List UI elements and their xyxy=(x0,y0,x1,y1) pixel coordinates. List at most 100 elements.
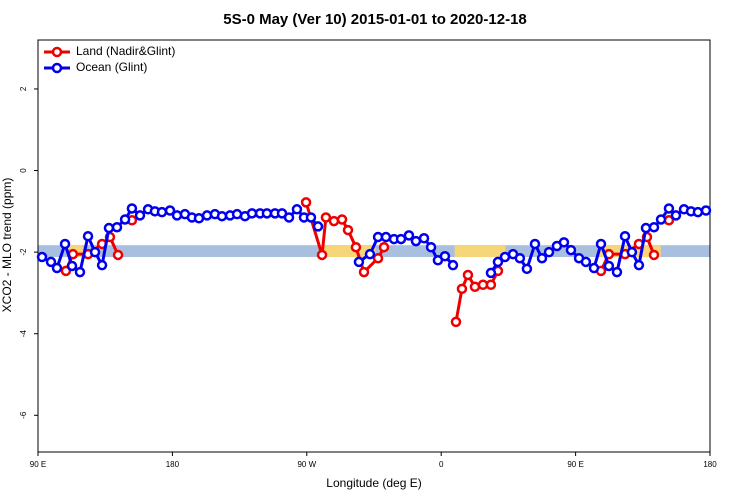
data-point xyxy=(89,246,101,258)
data-point xyxy=(336,214,348,225)
data-point xyxy=(439,250,451,262)
data-point xyxy=(246,208,258,219)
band-segment xyxy=(320,245,376,258)
y-tick-label: -6 xyxy=(19,411,28,419)
x-tick-label: 180 xyxy=(166,460,180,469)
data-point xyxy=(558,237,570,248)
y-tick-label: 2 xyxy=(19,86,28,91)
data-point xyxy=(112,249,124,261)
data-point xyxy=(395,233,407,245)
data-point xyxy=(66,260,78,272)
data-point xyxy=(595,238,607,250)
data-point xyxy=(492,256,504,268)
data-point xyxy=(456,283,468,295)
x-tick-label: 90 E xyxy=(30,460,46,469)
x-tick-label: 180 xyxy=(703,460,717,469)
data-point xyxy=(216,210,228,222)
data-point xyxy=(529,238,541,250)
data-point xyxy=(164,205,176,216)
data-point xyxy=(640,222,652,234)
data-point xyxy=(380,231,392,243)
y-tick-label: 0 xyxy=(19,168,28,173)
data-point xyxy=(171,210,183,221)
data-point xyxy=(655,214,667,225)
data-point xyxy=(648,221,660,233)
data-point xyxy=(403,230,415,241)
data-point xyxy=(514,252,526,264)
y-tick-label: -2 xyxy=(19,248,28,256)
data-point xyxy=(353,256,365,268)
data-point xyxy=(51,262,63,274)
data-point xyxy=(201,210,213,221)
data-point xyxy=(485,267,497,279)
data-point xyxy=(633,259,645,271)
data-point xyxy=(692,206,704,218)
data-point xyxy=(485,279,497,291)
y-tick-label: -4 xyxy=(19,330,28,338)
data-point xyxy=(521,263,533,275)
data-point xyxy=(543,246,555,258)
legend-label: Land (Nadir&Glint) xyxy=(76,44,175,58)
data-point xyxy=(364,248,376,260)
data-point xyxy=(358,266,370,278)
legend-label: Ocean (Glint) xyxy=(76,60,147,74)
data-point xyxy=(320,212,332,223)
data-point xyxy=(536,252,548,264)
data-point xyxy=(648,249,660,261)
data-point xyxy=(670,210,682,221)
data-point xyxy=(342,224,354,236)
data-point xyxy=(193,213,205,224)
data-point xyxy=(126,203,138,214)
data-point xyxy=(372,252,384,264)
data-point xyxy=(410,235,422,247)
plot-frame xyxy=(37,39,711,453)
data-point xyxy=(328,215,340,227)
data-point xyxy=(74,266,86,278)
data-point xyxy=(603,260,615,272)
data-point xyxy=(626,246,638,258)
data-point xyxy=(611,266,623,278)
data-point xyxy=(425,241,437,253)
data-point xyxy=(418,232,430,244)
data-point xyxy=(588,262,600,274)
x-tick-label: 0 xyxy=(439,460,444,469)
data-point xyxy=(103,222,115,234)
data-point xyxy=(261,208,273,219)
data-point xyxy=(565,244,577,256)
x-tick-label: 90 W xyxy=(297,460,316,469)
data-point xyxy=(305,212,317,223)
data-point xyxy=(499,251,511,263)
legend-marker xyxy=(51,46,63,58)
data-point xyxy=(700,205,712,216)
data-point xyxy=(82,230,94,242)
data-point xyxy=(450,316,462,328)
data-point xyxy=(312,221,324,232)
data-point xyxy=(316,249,328,261)
data-point xyxy=(462,269,474,281)
data-point xyxy=(663,203,675,214)
legend-marker xyxy=(51,62,63,74)
data-point xyxy=(134,210,146,221)
data-point xyxy=(350,241,362,253)
band-segment xyxy=(454,245,506,258)
data-point xyxy=(111,221,123,233)
data-point xyxy=(580,256,592,268)
data-point xyxy=(96,259,108,271)
x-axis-label: Longitude (deg E) xyxy=(326,476,421,490)
x-tick-label: 90 E xyxy=(567,460,583,469)
y-axis-label: XCO2 - MLO trend (ppm) xyxy=(0,178,14,313)
data-point xyxy=(45,256,57,268)
data-point xyxy=(619,230,631,242)
data-point xyxy=(119,214,131,225)
data-point xyxy=(378,241,390,253)
data-point xyxy=(59,238,71,250)
data-point xyxy=(156,206,168,218)
data-point xyxy=(469,281,481,293)
chart-title: 5S-0 May (Ver 10) 2015-01-01 to 2020-12-… xyxy=(223,11,527,28)
data-point xyxy=(283,212,295,223)
data-point xyxy=(300,197,312,208)
data-point xyxy=(36,251,48,263)
data-point xyxy=(447,259,459,271)
data-point xyxy=(291,204,303,215)
